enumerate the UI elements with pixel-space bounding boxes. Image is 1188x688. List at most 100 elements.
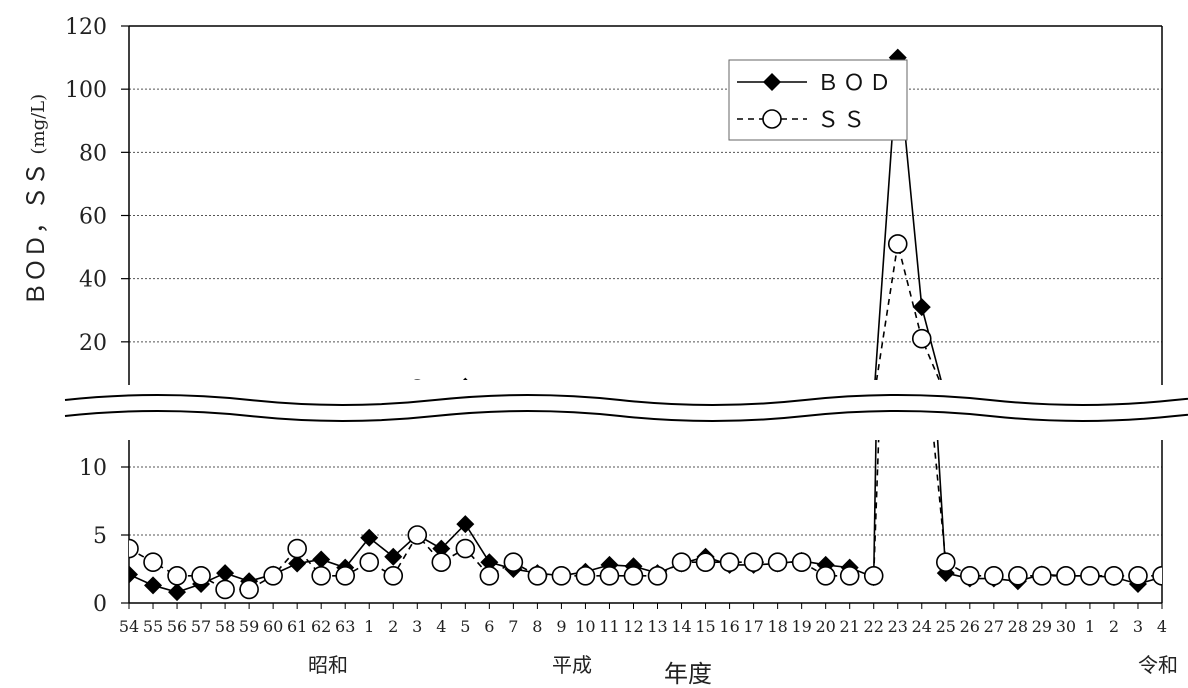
point-bod: [432, 539, 451, 558]
x-tick-label: 18: [767, 617, 787, 636]
x-tick-label: 20: [815, 617, 835, 636]
x-tick-label: 6: [484, 617, 494, 636]
x-tick-label: 3: [412, 617, 422, 636]
point-ss: [263, 565, 283, 586]
point-ss: [911, 328, 932, 349]
y-axis-title-unit: (mg/L): [28, 94, 49, 155]
point-ss: [167, 565, 187, 586]
y-tick-label: 40: [79, 268, 107, 293]
point-bod: [129, 565, 138, 584]
point-ss: [839, 565, 860, 586]
x-tick-label: 63: [335, 617, 355, 636]
x-tick-label: 19: [791, 617, 811, 636]
x-tick-label: 1: [1085, 617, 1095, 636]
x-tick-label: 26: [960, 617, 980, 636]
point-ss: [1080, 565, 1100, 586]
x-tick-label: 57: [191, 617, 211, 636]
era-label: 令和: [1138, 653, 1178, 677]
point-ss: [479, 565, 500, 586]
point-ss: [767, 552, 788, 573]
x-tick-label: 14: [671, 617, 691, 636]
point-ss: [575, 565, 596, 586]
point-ss: [527, 565, 548, 586]
point-ss: [551, 565, 572, 586]
point-ss: [359, 552, 380, 573]
x-tick-label: 58: [215, 617, 235, 636]
x-tick-label: 11: [599, 617, 619, 636]
point-ss: [503, 552, 524, 573]
point-bod: [384, 547, 403, 566]
point-ss: [984, 565, 1004, 586]
y-tick-label: 60: [79, 205, 107, 230]
y-tick-label: 100: [65, 78, 107, 103]
x-tick-label: 17: [743, 617, 763, 636]
grid-lines: [129, 88, 1162, 536]
point-ss: [935, 552, 956, 573]
legend-bod-label: ＢＯＤ: [817, 71, 895, 96]
upper-panel-series: [413, 48, 942, 380]
x-tick-label: 8: [532, 617, 542, 636]
point-ss: [1008, 565, 1028, 586]
axis-break: [60, 386, 1188, 438]
x-tick-label: 12: [623, 617, 643, 636]
point-ss: [863, 565, 884, 586]
point-ss: [599, 565, 620, 586]
x-tick-label: 5: [460, 617, 470, 636]
point-ss: [129, 538, 139, 559]
point-bod: [312, 550, 331, 569]
x-tick-label: 7: [508, 617, 518, 636]
x-tick-label: 24: [912, 617, 932, 636]
point-ss: [431, 552, 452, 573]
point-ss: [191, 565, 211, 586]
point-ss: [719, 552, 740, 573]
x-tick-label: 10: [575, 617, 595, 636]
point-bod: [888, 48, 907, 67]
point-ss: [623, 565, 644, 586]
point-bod: [144, 576, 163, 595]
point-ss: [671, 552, 692, 573]
x-tick-label: 54: [119, 617, 139, 636]
point-bod: [288, 554, 307, 573]
series-line-1-lower: [129, 440, 1162, 591]
point-bod: [913, 172, 931, 190]
point-ss: [1128, 565, 1148, 586]
point-bod: [168, 583, 187, 602]
x-tick-label: 56: [167, 617, 187, 636]
x-tick-label: 29: [1032, 617, 1052, 636]
x-tick-label: 13: [647, 617, 667, 636]
x-axis-title: 年度: [664, 660, 712, 688]
axis-break-wave-top: [64, 394, 1188, 406]
point-ss: [887, 234, 908, 254]
point-bod: [456, 515, 475, 534]
point-ss: [287, 538, 307, 559]
x-tick-label: 4: [436, 617, 446, 636]
x-tick-label: 61: [287, 617, 307, 636]
point-ss: [455, 538, 476, 559]
axis-break-band: [60, 386, 1188, 438]
y-tick-label: 10: [79, 456, 107, 481]
x-tick-label: 28: [1008, 617, 1028, 636]
x-tick-label: 16: [719, 617, 739, 636]
x-tick-label: 62: [311, 617, 331, 636]
lower-panel-series: [129, 172, 1162, 602]
point-ss: [791, 552, 812, 573]
x-tick-label: 60: [263, 617, 283, 636]
legend-ss-label: ＳＳ: [817, 108, 869, 133]
y-tick-label: 120: [65, 15, 107, 40]
series-line-0-upper: [874, 57, 942, 380]
point-ss: [335, 565, 356, 586]
x-tick-label: 3: [1133, 617, 1143, 636]
point-bod: [480, 553, 499, 572]
point-ss: [215, 579, 235, 600]
era-label: 昭和: [308, 653, 348, 677]
y-axis-title: ＢＯＤ，ＳＳ (mg/L): [22, 94, 50, 306]
point-ss: [311, 565, 331, 586]
point-ss: [239, 579, 259, 600]
x-tick-label: 9: [556, 617, 566, 636]
x-tick-label: 23: [888, 617, 908, 636]
point-bod: [360, 528, 379, 547]
x-tick-label: 15: [695, 617, 715, 636]
x-tick-label: 1: [364, 617, 374, 636]
x-tick-label: 21: [840, 617, 860, 636]
